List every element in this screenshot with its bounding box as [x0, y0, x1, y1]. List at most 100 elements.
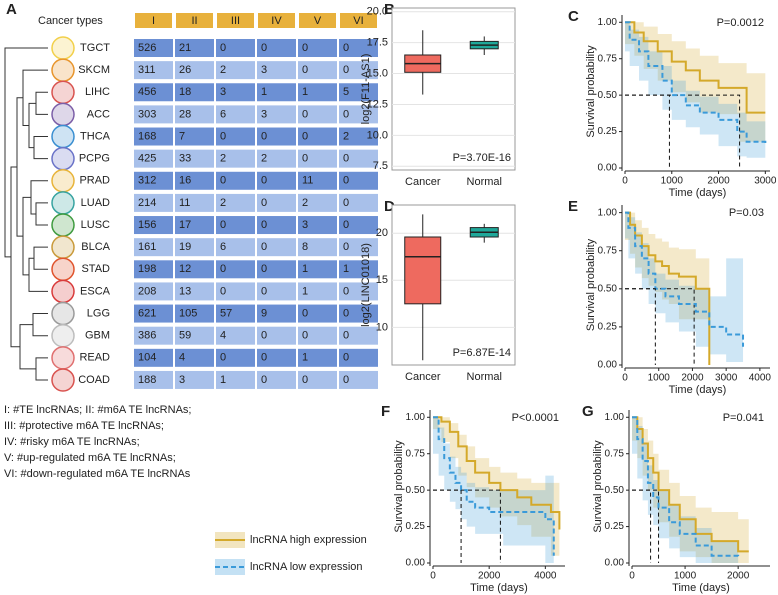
- count-value: 0: [343, 153, 349, 165]
- y-tick-label: 1.00: [605, 412, 625, 423]
- header-cell: [258, 13, 295, 28]
- cancer-name: TGCT: [80, 42, 110, 54]
- count-value: 0: [261, 263, 267, 275]
- count-cell: [298, 282, 337, 301]
- count-cell: [339, 193, 378, 212]
- cancer-name: PCPG: [79, 153, 110, 165]
- x-axis-label: Time (days): [669, 384, 727, 396]
- count-cell: [216, 127, 255, 146]
- y-axis-label: Survival probability: [585, 238, 597, 331]
- table-header: Cancer types: [38, 15, 103, 27]
- cancer-icon: [51, 346, 75, 370]
- y-tick-label: 0.50: [598, 283, 618, 294]
- column-header: IV: [271, 15, 282, 27]
- confidence-band: [433, 417, 560, 556]
- count-value: 7: [179, 130, 185, 142]
- legend-note: III: #protective m6A TE lncRNAs;: [4, 420, 164, 432]
- count-cell: [175, 171, 214, 190]
- count-cell: [216, 238, 255, 257]
- cancer-icon: [51, 102, 75, 127]
- count-cell: [134, 61, 173, 80]
- cancer-icon: [51, 257, 75, 282]
- count-cell: [134, 304, 173, 323]
- x-tick-label: Cancer: [405, 176, 441, 188]
- count-cell: [134, 105, 173, 124]
- count-value: 2: [302, 197, 308, 209]
- count-value: 3: [220, 86, 226, 98]
- count-value: 0: [343, 307, 349, 319]
- median-line: [625, 288, 656, 365]
- count-value: 0: [220, 285, 226, 297]
- dendrogram-branch: [10, 166, 20, 348]
- dendrogram-branch: [28, 257, 48, 292]
- y-tick-label: 0.25: [406, 521, 426, 532]
- y-tick-label: 15.0: [367, 67, 388, 79]
- plot-background: [391, 7, 516, 171]
- y-tick-label: 0.25: [598, 322, 618, 333]
- count-value: 2: [220, 153, 226, 165]
- dendrogram-branch: [16, 97, 23, 237]
- cancer-name: ACC: [87, 108, 110, 120]
- x-axis-label: Time (days): [672, 582, 730, 594]
- count-cell: [339, 127, 378, 146]
- count-cell: [339, 282, 378, 301]
- count-cell: [257, 238, 296, 257]
- count-cell: [216, 260, 255, 279]
- count-value: 188: [138, 374, 156, 386]
- y-axis-label: Survival probability: [592, 440, 604, 533]
- y-axis-label: log2(LINC01018): [360, 243, 372, 327]
- count-cell: [339, 238, 378, 257]
- count-value: 0: [261, 197, 267, 209]
- count-cell: [216, 83, 255, 102]
- legend-note: IV: #risky m6A TE lncRNAs;: [4, 436, 140, 448]
- y-axis-label: Survival probability: [393, 440, 405, 533]
- survival-curve: [632, 416, 749, 553]
- count-cell: [257, 193, 296, 212]
- count-cell: [175, 127, 214, 146]
- count-cell: [298, 61, 337, 80]
- y-axis-label: Survival probability: [585, 45, 597, 138]
- count-cell: [339, 171, 378, 190]
- count-cell: [216, 326, 255, 345]
- count-value: 0: [343, 241, 349, 253]
- y-tick-label: 7.5: [373, 160, 388, 172]
- count-cell: [257, 83, 296, 102]
- count-value: 0: [302, 108, 308, 120]
- count-value: 17: [179, 219, 191, 231]
- count-value: 4: [220, 330, 226, 342]
- count-value: 198: [138, 263, 156, 275]
- header-cell: [176, 13, 213, 28]
- count-value: 4: [179, 352, 185, 364]
- annotation: P=0.0012: [717, 17, 764, 29]
- y-tick-label: 0.00: [605, 558, 625, 569]
- median-line: [625, 94, 670, 168]
- count-cell: [175, 39, 214, 57]
- count-value: 0: [261, 219, 267, 231]
- median-line: [632, 489, 652, 563]
- median-line: [433, 489, 462, 563]
- count-value: 16: [179, 175, 191, 187]
- count-value: 2: [343, 130, 349, 142]
- x-tick-label: 2000: [707, 176, 730, 187]
- count-value: 0: [302, 330, 308, 342]
- count-value: 0: [343, 175, 349, 187]
- count-value: 11: [302, 175, 313, 187]
- y-tick-label: 20: [376, 227, 388, 239]
- count-value: 311: [138, 64, 156, 76]
- count-value: 0: [261, 374, 267, 386]
- panel-label: B: [384, 1, 395, 18]
- cancer-name: GBM: [85, 330, 110, 342]
- header-cell: [135, 13, 172, 28]
- dendrogram-branch: [35, 357, 48, 381]
- count-cell: [175, 326, 214, 345]
- dendrogram-branch: [19, 324, 36, 370]
- panel-label: F: [381, 403, 390, 420]
- count-value: 0: [343, 330, 349, 342]
- count-cell: [339, 83, 378, 102]
- cancer-name: STAD: [81, 263, 110, 275]
- count-cell: [298, 193, 337, 212]
- count-cell: [339, 105, 378, 124]
- y-tick-label: 10: [376, 321, 388, 333]
- x-tick-label: 0: [622, 373, 628, 384]
